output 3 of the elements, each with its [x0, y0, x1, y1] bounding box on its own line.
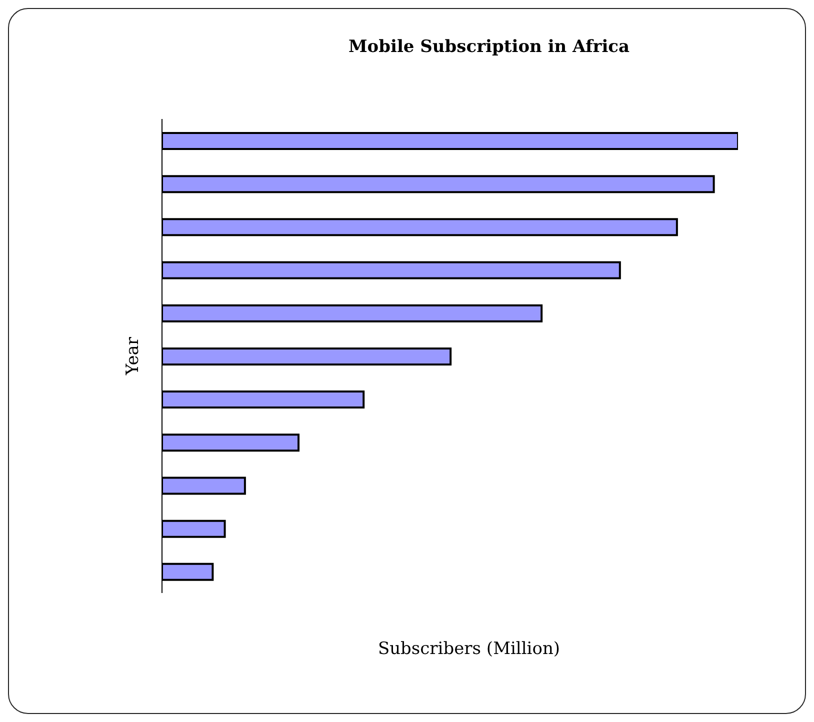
x-axis-title: Subscribers (Million)	[376, 639, 562, 659]
chart-title: Mobile Subscription in Africa	[347, 37, 631, 57]
y-axis-title: Year	[123, 336, 144, 376]
